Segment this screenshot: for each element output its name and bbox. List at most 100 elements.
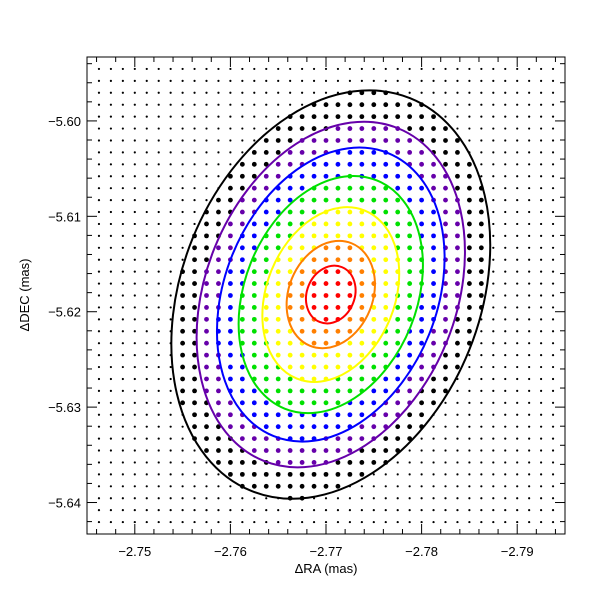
- grid-dot: [468, 389, 471, 392]
- grid-dot: [347, 138, 353, 143]
- grid-dot: [359, 460, 365, 465]
- grid-dot: [133, 306, 136, 309]
- grid-dot: [145, 139, 148, 142]
- grid-dot: [204, 412, 209, 418]
- grid-dot: [467, 185, 472, 191]
- grid-dot: [169, 449, 172, 452]
- grid-dot: [504, 520, 507, 524]
- grid-dot: [504, 67, 507, 71]
- grid-dot: [133, 67, 136, 71]
- grid-dot: [395, 173, 401, 179]
- grid-dot: [383, 448, 389, 453]
- grid-dot: [359, 340, 365, 346]
- grid-dot: [228, 400, 233, 406]
- grid-dot: [383, 245, 389, 251]
- grid-dot: [253, 509, 256, 512]
- grid-dot: [468, 520, 471, 524]
- grid-dot: [335, 185, 341, 191]
- grid-dot: [551, 258, 555, 261]
- grid-dot: [169, 139, 172, 142]
- grid-dot: [263, 364, 269, 370]
- grid-dot: [359, 471, 365, 477]
- grid-dot: [551, 246, 555, 249]
- grid-dot: [504, 389, 507, 392]
- grid-dot: [193, 509, 196, 512]
- grid-dot: [372, 67, 375, 71]
- grid-dot: [145, 377, 148, 381]
- grid-dot: [504, 425, 507, 428]
- grid-dot: [239, 328, 245, 334]
- grid-dot: [133, 139, 136, 142]
- grid-dot: [263, 150, 269, 155]
- grid-dot: [359, 150, 365, 155]
- grid-dot: [492, 318, 495, 321]
- grid-dot: [468, 139, 471, 142]
- grid-dot: [181, 246, 184, 249]
- grid-dot: [133, 365, 136, 369]
- grid-dot: [217, 175, 220, 178]
- grid-dot: [528, 258, 531, 261]
- grid-dot: [395, 436, 401, 441]
- grid-dot: [311, 483, 317, 489]
- grid-dot: [169, 389, 172, 392]
- grid-dot: [371, 460, 377, 465]
- grid-dot: [408, 461, 411, 464]
- grid-dot: [97, 258, 101, 261]
- grid-dot: [265, 79, 268, 82]
- grid-dot: [492, 330, 495, 333]
- grid-dot: [299, 328, 305, 334]
- grid-dot: [540, 127, 543, 130]
- grid-dot: [480, 509, 483, 512]
- grid-dot: [299, 209, 305, 215]
- grid-dot: [431, 400, 436, 406]
- grid-dot: [311, 352, 317, 358]
- contour-level-6: [195, 120, 466, 469]
- grid-dot: [133, 270, 136, 273]
- grid-dot: [204, 293, 209, 298]
- grid-dot: [228, 471, 233, 477]
- grid-dot: [528, 234, 531, 237]
- grid-dot: [109, 461, 112, 464]
- grid-dot: [229, 139, 232, 142]
- grid-dot: [169, 270, 172, 273]
- grid-dot: [181, 151, 184, 154]
- grid-dot: [383, 340, 389, 346]
- grid-dot: [216, 460, 221, 465]
- grid-dot: [157, 115, 160, 118]
- grid-dot: [181, 115, 184, 118]
- grid-dot: [109, 485, 112, 488]
- grid-dot: [299, 293, 305, 298]
- grid-dot: [241, 79, 244, 82]
- grid-dot: [396, 509, 399, 512]
- grid-dot: [121, 342, 124, 345]
- grid-dot: [372, 509, 375, 512]
- grid-dot: [253, 115, 256, 118]
- grid-dot: [443, 388, 448, 394]
- grid-dot: [528, 509, 531, 512]
- grid-dot: [371, 257, 377, 263]
- grid-dot: [109, 210, 112, 214]
- grid-dot: [480, 449, 483, 452]
- grid-dot: [277, 79, 280, 82]
- grid-dot: [516, 103, 519, 106]
- grid-dot: [396, 485, 399, 488]
- grid-dot: [516, 270, 519, 273]
- grid-dot: [528, 401, 531, 404]
- grid-dot: [216, 197, 221, 203]
- grid-dot: [395, 102, 401, 108]
- grid-dot: [407, 281, 413, 286]
- grid-dot: [109, 520, 112, 524]
- grid-dot: [347, 114, 353, 120]
- grid-dot: [395, 221, 401, 227]
- grid-dot: [299, 436, 305, 441]
- grid-dot: [193, 127, 196, 130]
- grid-dot: [263, 305, 269, 310]
- grid-dot: [109, 163, 112, 166]
- grid-dot: [383, 257, 389, 263]
- grid-dot: [456, 473, 459, 476]
- grid-dot: [299, 424, 305, 430]
- grid-dot: [263, 436, 269, 441]
- grid-dot: [97, 115, 101, 118]
- grid-dot: [192, 305, 197, 310]
- grid-dot: [97, 175, 101, 178]
